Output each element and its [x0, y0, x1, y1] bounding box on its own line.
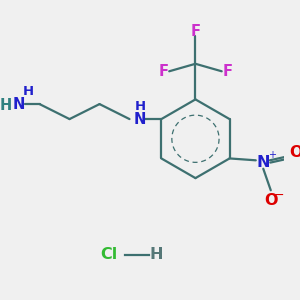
Text: F: F [190, 24, 200, 39]
Text: +: + [268, 150, 276, 160]
Text: H: H [149, 248, 163, 262]
Text: N: N [13, 97, 25, 112]
Text: H: H [134, 100, 146, 113]
Text: F: F [159, 64, 169, 79]
Text: −: − [274, 189, 284, 203]
Text: H: H [23, 85, 34, 98]
Text: O: O [289, 145, 300, 160]
Text: H: H [0, 98, 12, 113]
Text: F: F [222, 64, 232, 79]
Text: O: O [264, 193, 278, 208]
Text: N: N [134, 112, 146, 127]
Text: N: N [256, 155, 270, 170]
Text: Cl: Cl [100, 248, 118, 262]
